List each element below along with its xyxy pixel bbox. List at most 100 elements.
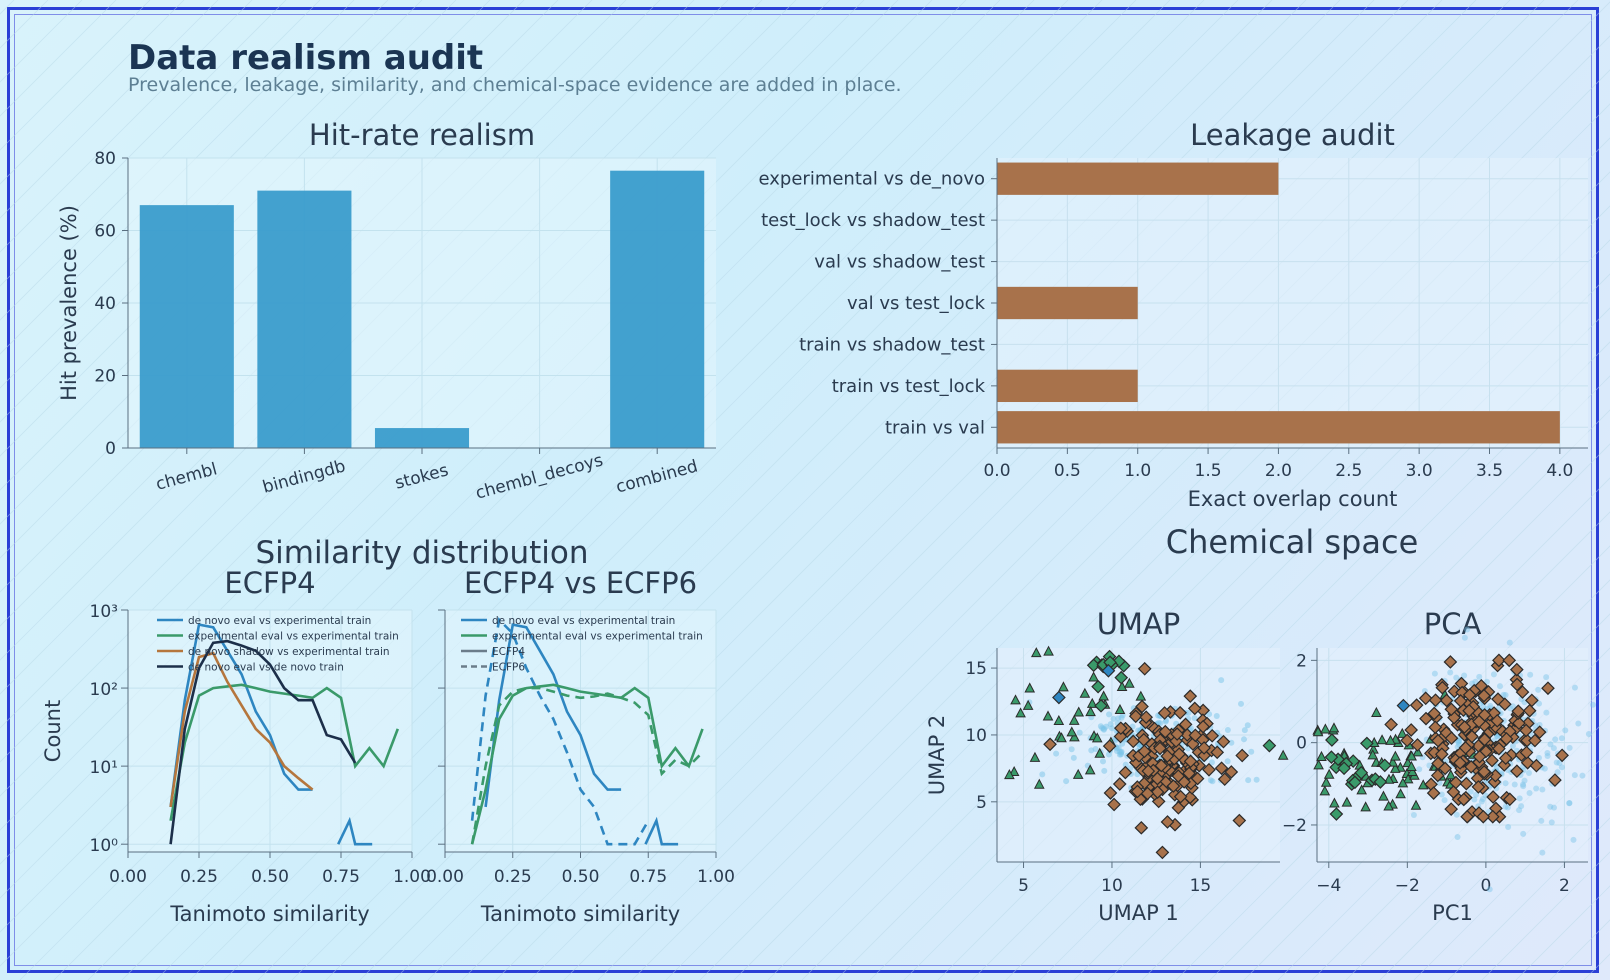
legend-label: de novo eval vs experimental train: [188, 615, 371, 627]
scatter-point-denovo: [1160, 815, 1175, 829]
scatter-point-background: [1558, 764, 1565, 771]
y-tick-label: 10¹: [90, 758, 118, 778]
scatter-point-denovo: [1128, 709, 1143, 724]
scatter-point-background: [1562, 727, 1569, 734]
scatter-point-background: [1571, 772, 1578, 779]
scatter-point-denovo: [1485, 809, 1500, 824]
inner-frame: [14, 14, 1592, 966]
scatter-point-experimental: [1030, 647, 1042, 658]
y-tick-label: 80: [94, 149, 116, 169]
scatter-point-background: [1566, 744, 1573, 751]
scatter-point-denovo: [1519, 745, 1534, 760]
scatter-point-denovo: [1103, 786, 1118, 800]
scatter-point-background: [1224, 726, 1231, 733]
scatter-point-background: [1521, 777, 1528, 784]
x-tick-label: −4: [1316, 876, 1341, 896]
scatter-point-denovo: [1492, 741, 1506, 756]
x-tick-label: 1.0: [1124, 461, 1151, 481]
scatter-point-denovo: [1337, 761, 1351, 776]
legend-label: de novo eval vs de novo train: [188, 662, 344, 674]
scatter-point-experimental: [1406, 750, 1417, 761]
scatter-point-experimental: [1341, 796, 1353, 807]
scatter-point-background: [1244, 722, 1251, 729]
scatter-point-experimental: [1396, 727, 1408, 738]
series-line: [470, 686, 704, 845]
scatter-point-experimental: [1088, 671, 1099, 682]
scatter-point-experimental: [1383, 773, 1395, 784]
scatter-point-denovo: [1477, 732, 1492, 747]
scatter-point-experimental: [1376, 734, 1388, 745]
scatter-point-denovo: [1453, 694, 1468, 708]
scatter-point-background: [1520, 830, 1527, 837]
scatter-point-background: [1471, 796, 1478, 803]
scatter-point-experimental: [1319, 785, 1331, 796]
scatter-point-experimental: [1058, 681, 1069, 692]
series-line: [169, 683, 400, 821]
scatter-point-background: [1520, 783, 1527, 790]
scatter-point-background: [1575, 720, 1582, 727]
legend-label: experimental eval vs experimental train: [188, 631, 399, 643]
scatter-point-background: [1118, 749, 1125, 756]
scatter-point-background: [1516, 795, 1523, 802]
scatter-point-denovo: [1139, 710, 1154, 725]
scatter-point-denovo: [1202, 762, 1216, 777]
x-tick-label: 0.0: [983, 461, 1010, 481]
scatter-point-background: [1494, 733, 1501, 740]
scatter-point-background: [1476, 673, 1483, 680]
scatter-point-background: [1208, 759, 1215, 766]
scatter-point-background: [1070, 754, 1077, 761]
scatter-point-background: [1241, 727, 1248, 734]
scatter-point-denovo: [1430, 768, 1445, 783]
scatter-point-denovo: [1522, 703, 1537, 718]
x-axis-label: Tanimoto similarity: [480, 902, 680, 926]
x-tick-label: 3.0: [1406, 461, 1433, 481]
scatter-point-background: [1571, 684, 1578, 691]
scatter-point-denovo: [1113, 729, 1128, 744]
scatter-point-background: [1538, 817, 1545, 824]
chart-suptitle: Similarity distribution: [255, 535, 588, 571]
chart-suptitle: Chemical space: [1166, 523, 1419, 561]
scatter-point-denovo: [1197, 741, 1211, 755]
scatter-point-background: [1228, 739, 1235, 746]
scatter-point-denovo: [1456, 792, 1471, 807]
scatter-point-background: [1099, 758, 1106, 765]
series-line: [484, 623, 622, 808]
scatter-point-background: [1527, 671, 1534, 678]
scatter-point-denovo: [1476, 809, 1491, 824]
x-tick-label: 1.00: [697, 867, 735, 887]
scatter-point-denovo: [1426, 786, 1441, 800]
page-subtitle: Prevalence, leakage, similarity, and che…: [128, 74, 902, 96]
scatter-point-denovo: [1548, 773, 1562, 787]
scatter-point-denovo: [1134, 820, 1149, 835]
scatter-point-denovo: [1459, 776, 1474, 791]
scatter-point-denovo: [1155, 845, 1170, 860]
y-tick-label: 15: [965, 659, 987, 679]
scatter-point-experimental: [1033, 778, 1045, 789]
scatter-point-denovo: [1112, 777, 1127, 791]
scatter-point-background: [1107, 721, 1114, 728]
scatter-point-denovo: [1444, 802, 1459, 816]
x-axis-label: Tanimoto similarity: [169, 902, 369, 926]
scatter-point-background: [1550, 804, 1557, 811]
scatter-point-experimental: [1329, 797, 1340, 808]
scatter-point-background: [1506, 639, 1513, 646]
scatter-point-denovo: [1502, 792, 1517, 807]
scatter-point-denovo: [1502, 653, 1517, 668]
series-line: [169, 623, 313, 808]
scatter-point-background: [1541, 765, 1548, 772]
x-axis-label: PC1: [1432, 901, 1473, 925]
scatter-point-background: [1479, 795, 1486, 802]
legend-label: de novo eval vs experimental train: [492, 615, 675, 627]
scatter-point-experimental: [1371, 706, 1382, 717]
scatter-point-experimental: [1079, 687, 1091, 698]
bar: [997, 369, 1138, 403]
y-tick-label: train vs test_lock: [832, 376, 986, 397]
scatter-point-denovo: [1196, 719, 1210, 734]
x-tick-label: 1.5: [1195, 461, 1222, 481]
scatter-point-denovo: [1182, 766, 1196, 781]
y-axis-label: UMAP 2: [925, 715, 949, 796]
scatter-point-experimental: [1072, 768, 1084, 779]
scatter-point-denovo: [1216, 734, 1231, 749]
scatter-point-background: [1461, 634, 1468, 641]
scatter-point-background: [1539, 786, 1546, 793]
